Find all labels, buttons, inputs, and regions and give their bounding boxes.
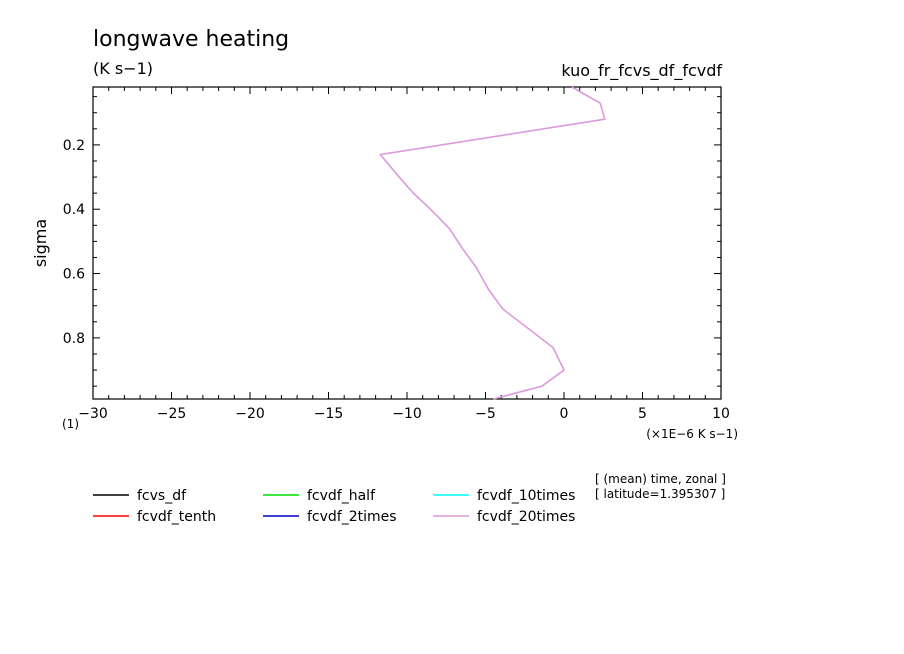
info-line-2: [ latitude=1.395307 ] [595,487,725,501]
x-tick-label: −5 [475,406,496,422]
plot-frame [92,86,722,400]
x-tick-label: 10 [712,406,730,422]
legend-label: fcvdf_tenth [137,509,216,525]
x-tick-label: −15 [314,406,344,422]
legend-label: fcvdf_half [307,488,376,504]
y-axis-index-label: (1) [62,417,79,431]
series-lines [379,86,606,400]
y-tick-label: 0.4 [63,202,85,218]
x-tick-label: 0 [560,406,569,422]
experiment-label: kuo_fr_fcvs_df_fcvdf [561,61,722,81]
y-tick-labels: 0.2 0.4 0.6 0.8 [63,138,85,347]
y-tick-label: 0.8 [63,331,85,347]
x-tick-label: −25 [157,406,187,422]
y-tick-label: 0.2 [63,138,85,154]
legend-label: fcvs_df [137,488,187,504]
legend-label: fcvdf_20times [477,509,575,525]
x-tick-label: −10 [392,406,422,422]
y-tick-label: 0.6 [63,267,85,283]
chart-title: longwave heating [93,27,289,52]
series-line-fcvdf_20times [379,86,606,400]
legend-label: fcvdf_10times [477,488,575,504]
axis-ticks [92,87,722,399]
x-tick-label: 5 [638,406,647,422]
x-axis-units: (×1E−6 K s−1) [646,427,738,441]
legend: fcvs_df fcvdf_tenth fcvdf_half fcvdf_2times… [93,488,575,525]
legend-label: fcvdf_2times [307,509,397,525]
info-line-1: [ (mean) time, zonal ] [595,472,726,486]
chart-units: (K s−1) [93,59,153,78]
x-tick-label: −20 [235,406,265,422]
y-axis-label: sigma [31,219,50,267]
x-tick-label: −30 [78,406,108,422]
x-tick-labels: −30 −25 −20 −15 −10 −5 0 5 10 [78,406,730,422]
